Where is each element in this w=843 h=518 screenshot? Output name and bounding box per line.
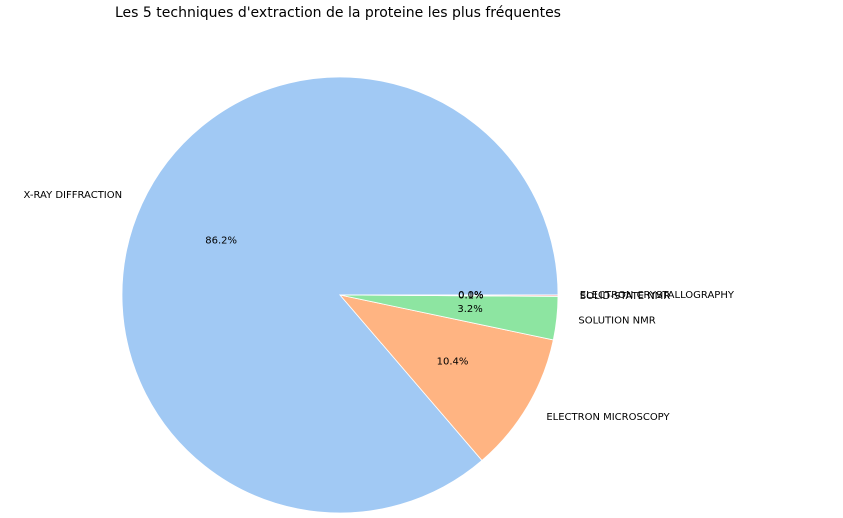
pie-percent-electron-crystallography: 0.0% [458, 290, 483, 301]
pie-label-x-ray-diffraction: X-RAY DIFFRACTION [24, 190, 123, 201]
pie-percent-solution-nmr: 3.2% [457, 304, 482, 315]
pie-label-electron-microscopy: ELECTRON MICROSCOPY [546, 412, 670, 423]
pie-percent-electron-microscopy: 10.4% [437, 357, 469, 368]
pie-labels: X-RAY DIFFRACTION 86.2% ELECTRON MICROSCOP… [24, 190, 735, 423]
pie-slice-electron-microscopy [338, 294, 554, 462]
pie-slices [121, 76, 559, 514]
pie-label-solid-state-nmr: SOLID-STATE NMR [580, 291, 671, 302]
pie-label-solution-nmr: SOLUTION NMR [578, 316, 655, 327]
pie-percent-x-ray-diffraction: 86.2% [205, 235, 237, 246]
chart-title: Les 5 techniques d'extraction de la prot… [115, 5, 561, 21]
pie-label-electron-crystallography: ELECTRON CRYSTALLOGRAPHY [580, 290, 735, 301]
pie-percent-solid-state-nmr: 0.1% [458, 290, 483, 301]
